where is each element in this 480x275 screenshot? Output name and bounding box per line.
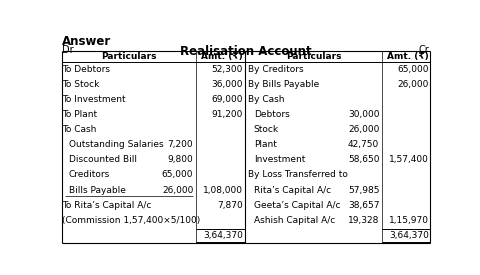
Text: 1,57,400: 1,57,400: [389, 155, 429, 164]
Text: Outstanding Salaries: Outstanding Salaries: [69, 140, 163, 149]
Text: 1,08,000: 1,08,000: [203, 186, 243, 194]
Text: Discounted Bill: Discounted Bill: [69, 155, 136, 164]
Text: Plant: Plant: [254, 140, 276, 149]
Text: To Debtors: To Debtors: [62, 65, 110, 74]
Text: 69,000: 69,000: [211, 95, 243, 104]
Text: To Cash: To Cash: [62, 125, 96, 134]
Text: Amt. (₹): Amt. (₹): [201, 52, 243, 61]
Text: Creditors: Creditors: [69, 170, 110, 180]
Text: 57,985: 57,985: [348, 186, 379, 194]
Text: Ashish Capital A/c: Ashish Capital A/c: [254, 216, 335, 225]
Text: 7,870: 7,870: [217, 201, 243, 210]
Text: 26,000: 26,000: [397, 80, 429, 89]
Text: By Bills Payable: By Bills Payable: [248, 80, 319, 89]
Text: Cr: Cr: [419, 45, 430, 54]
Text: 19,328: 19,328: [348, 216, 379, 225]
Text: 58,650: 58,650: [348, 155, 379, 164]
Text: To Rita’s Capital A/c: To Rita’s Capital A/c: [62, 201, 152, 210]
Text: 1,15,970: 1,15,970: [389, 216, 429, 225]
Text: Particulars: Particulars: [101, 52, 156, 61]
Text: Answer: Answer: [62, 35, 111, 48]
Text: 3,64,370: 3,64,370: [389, 231, 429, 240]
Text: (Commission 1,57,400×5/100): (Commission 1,57,400×5/100): [62, 216, 201, 225]
Text: 52,300: 52,300: [212, 65, 243, 74]
Text: 26,000: 26,000: [162, 186, 193, 194]
Text: Rita’s Capital A/c: Rita’s Capital A/c: [254, 186, 331, 194]
Text: Stock: Stock: [254, 125, 279, 134]
Text: To Stock: To Stock: [62, 80, 100, 89]
Text: 7,200: 7,200: [168, 140, 193, 149]
Text: To Investment: To Investment: [62, 95, 126, 104]
Text: 30,000: 30,000: [348, 110, 379, 119]
Text: Geeta’s Capital A/c: Geeta’s Capital A/c: [254, 201, 340, 210]
Text: Particulars: Particulars: [286, 52, 341, 61]
Text: 91,200: 91,200: [212, 110, 243, 119]
Text: Debtors: Debtors: [254, 110, 289, 119]
Text: 36,000: 36,000: [211, 80, 243, 89]
Text: Realisation Account: Realisation Account: [180, 45, 312, 57]
Text: By Loss Transferred to: By Loss Transferred to: [248, 170, 348, 180]
Text: 65,000: 65,000: [162, 170, 193, 180]
Text: By Creditors: By Creditors: [248, 65, 303, 74]
Text: 26,000: 26,000: [348, 125, 379, 134]
Text: 42,750: 42,750: [348, 140, 379, 149]
Text: 65,000: 65,000: [397, 65, 429, 74]
Text: Bills Payable: Bills Payable: [69, 186, 125, 194]
Text: Amt. (₹): Amt. (₹): [387, 52, 429, 61]
Text: 38,657: 38,657: [348, 201, 379, 210]
Text: 9,800: 9,800: [168, 155, 193, 164]
Text: Investment: Investment: [254, 155, 305, 164]
Text: Dr: Dr: [62, 45, 74, 54]
Text: 3,64,370: 3,64,370: [203, 231, 243, 240]
Text: By Cash: By Cash: [248, 95, 284, 104]
Text: To Plant: To Plant: [62, 110, 97, 119]
